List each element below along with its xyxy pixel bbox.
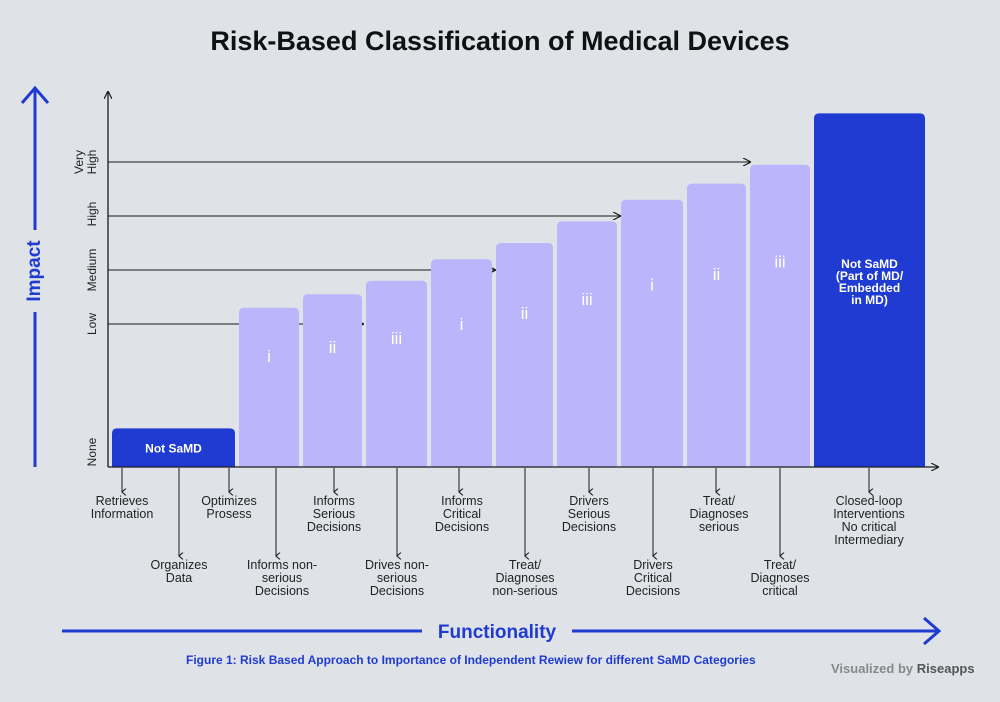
functionality-label-drivers-critical: Drivers Critical Decisions <box>626 558 680 598</box>
impact-arrow-head <box>20 85 50 104</box>
bar-informs-critical <box>431 259 492 467</box>
functionality-label-drivers-serious: Drivers Serious Decisions <box>562 494 616 534</box>
bar-label: i <box>267 347 271 366</box>
bar-treat-non-serious <box>496 243 553 467</box>
bar-label: iii <box>774 252 785 271</box>
functionality-label-informs-critical: Informs Critical Decisions <box>435 494 489 534</box>
bar-label: ii <box>713 265 721 284</box>
functionality-label-informs-non-serious: Informs non-serious Decisions <box>247 558 317 598</box>
functionality-label-organizes: Organizes Data <box>151 558 208 585</box>
functionality-label-closed-loop: Closed-loop Interventions No critical Inter… <box>833 494 905 547</box>
functionality-label-treat-non-serious: Treat/Diagnoses non-serious <box>492 558 557 598</box>
bar-label: ii <box>521 304 529 323</box>
bar-label: iii <box>391 329 402 348</box>
functionality-label-optimizes: Optimizes Prosess <box>201 494 257 521</box>
bar-informs-serious <box>303 294 362 467</box>
bar-label: Not SaMD <box>145 442 202 456</box>
bar-label: Not SaMD (Part of MD/Embedded in MD) <box>836 257 904 307</box>
functionality-label-retrieves: Retrieves Information <box>91 494 154 521</box>
functionality-label-treat-critical: Treat/Diagnoses critical <box>750 558 809 598</box>
functionality-arrow-head <box>923 616 942 646</box>
bar-treat-serious <box>687 183 746 467</box>
impact-level-label: High <box>85 202 99 227</box>
credit-prefix: Visualized by <box>831 661 917 676</box>
y-axis-title: Impact <box>24 240 45 302</box>
chart-title: Risk-Based Classification of Medical Dev… <box>210 26 790 56</box>
impact-level-label: Low <box>85 313 99 335</box>
bar-drives-non-serious <box>366 280 427 467</box>
bar-drivers-serious <box>557 221 617 467</box>
impact-level-label: VeryHigh <box>72 150 99 175</box>
impact-level-label: None <box>85 437 99 466</box>
figure-caption: Figure 1: Risk Based Approach to Importa… <box>186 653 756 667</box>
functionality-label-informs-serious: Informs Serious Decisions <box>307 494 361 534</box>
bar-treat-critical <box>750 164 810 467</box>
bar-label: ii <box>329 338 337 357</box>
credit-line: Visualized by Riseapps <box>831 661 975 676</box>
bar-informs-non-serious <box>239 307 299 467</box>
bar-label: i <box>460 315 464 334</box>
impact-level-label: Medium <box>85 249 99 292</box>
bar-label: iii <box>581 290 592 309</box>
functionality-label-treat-serious: Treat/Diagnoses serious <box>689 494 748 534</box>
bar-label: i <box>650 276 654 295</box>
functionality-label-drives-non-serious: Drives non-serious Decisions <box>365 558 429 598</box>
bar-drivers-critical <box>621 199 683 468</box>
credit-brand: Riseapps <box>916 661 975 676</box>
bar-not-samd-md <box>814 113 925 468</box>
x-axis-title: Functionality <box>438 622 557 643</box>
bar-not-samd <box>112 428 235 467</box>
